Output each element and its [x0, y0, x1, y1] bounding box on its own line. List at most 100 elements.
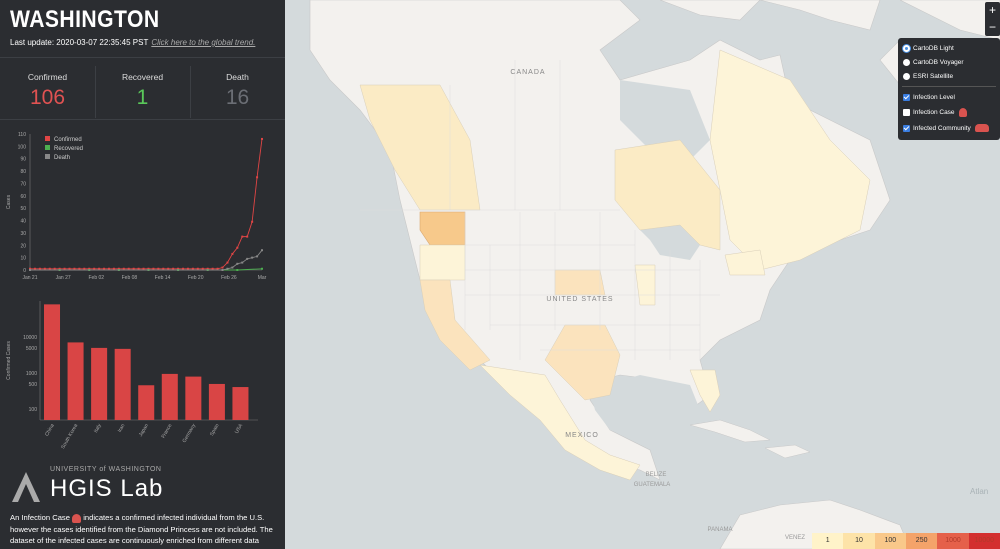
data-point [236, 269, 239, 271]
bar[interactable] [161, 373, 178, 420]
person-icon [958, 107, 967, 117]
stat-recovered-value: 1 [136, 86, 149, 109]
basemap-label: CartoDB Light [913, 44, 954, 52]
y-tick-label: 0 [23, 268, 26, 274]
logo-university: UNIVERSITY of WASHINGTON [50, 466, 162, 473]
stat-confirmed-label: Confirmed [27, 72, 68, 82]
data-point [107, 267, 110, 270]
radio-icon[interactable] [903, 72, 910, 80]
data-point [117, 267, 120, 270]
x-tick-label: Germany [182, 423, 198, 444]
basemap-cartodb-voyager[interactable]: CartoDB Voyager [903, 56, 964, 68]
note-part2: indicates a confirmed infected individua… [10, 513, 273, 549]
bar[interactable] [44, 304, 61, 420]
data-point [68, 267, 71, 270]
data-point [83, 267, 86, 270]
zoom-in-button[interactable]: + [988, 3, 996, 17]
data-point [88, 267, 91, 270]
overlay-infected-community[interactable]: Infected Community [903, 122, 989, 134]
bar[interactable] [67, 342, 84, 420]
land-cuba [689, 419, 771, 443]
checkbox-checked-icon[interactable] [903, 124, 910, 132]
data-point [186, 267, 189, 270]
bar[interactable] [232, 387, 249, 420]
data-point [167, 267, 170, 270]
legend-bin: 1 [812, 533, 844, 549]
y-axis-label: Confirmed Cases [6, 341, 12, 380]
data-point [33, 267, 36, 270]
overlay-infection-level[interactable]: Infection Level [903, 91, 955, 103]
overlay-infection-case[interactable]: Infection Case [903, 106, 967, 118]
country-bar-chart: 100 500 1000 5000 10000 Confirmed Cases China S… [6, 301, 258, 450]
logo-hgis: HGIS Lab [50, 475, 164, 502]
x-tick-label: Spain [209, 423, 221, 437]
layer-switcher: CartoDB Light CartoDB Voyager ESRI Satel… [898, 38, 1000, 140]
data-point [251, 220, 254, 223]
bar[interactable] [185, 376, 202, 420]
legend-label: Death [54, 155, 70, 161]
state-oregon [419, 244, 466, 281]
checkbox-icon[interactable] [903, 108, 910, 116]
note-part1: An Infection Case [10, 513, 70, 522]
land-arctic [659, 0, 1000, 41]
radio-icon[interactable] [903, 58, 910, 66]
y-tick-label: 20 [20, 243, 26, 249]
zoom-out-button[interactable]: − [988, 20, 996, 34]
global-trend-link[interactable]: Click here to the global trend. [151, 38, 256, 47]
x-tick-label: Mar [258, 275, 267, 281]
data-point [246, 257, 249, 260]
y-tick-label: 30 [20, 231, 26, 237]
data-point [256, 255, 259, 258]
x-tick-label: Jan 21 [22, 275, 37, 281]
x-tick-label: Feb 20 [188, 275, 204, 281]
legend-bin: 1000 [937, 533, 969, 549]
last-update: Last update: 2020-03-07 22:35:45 PST Clic… [10, 38, 255, 47]
x-tick-label: Italy [93, 423, 103, 434]
x-tick-label: Jan 27 [56, 275, 71, 281]
overlay-label: Infection Case [913, 108, 955, 116]
data-point [78, 267, 81, 270]
bar[interactable] [138, 385, 155, 420]
y-tick-label: 80 [20, 169, 26, 175]
data-point [261, 249, 263, 252]
legend-label: Recovered [54, 146, 83, 152]
label-venezuela: VENEZ [785, 535, 805, 541]
series-line-death [30, 249, 263, 271]
label-panama: PANAMA [708, 527, 733, 533]
x-tick-label: Feb 08 [122, 275, 138, 281]
divider [0, 119, 285, 120]
bar[interactable] [91, 347, 108, 420]
y-tick-label: 1000 [26, 371, 37, 377]
data-point [236, 246, 239, 249]
data-point [201, 267, 204, 270]
stat-recovered: Recovered 1 [95, 66, 191, 118]
x-tick-label: China [44, 423, 56, 438]
basemap-label: ESRI Satellite [913, 72, 954, 80]
y-tick-label: 70 [20, 181, 26, 187]
y-tick-label: 10 [20, 256, 26, 262]
data-point [43, 267, 46, 270]
radio-selected-icon[interactable] [903, 44, 910, 52]
bar[interactable] [114, 348, 131, 420]
basemap-label: CartoDB Voyager [913, 58, 964, 66]
last-update-text: Last update: 2020-03-07 22:35:45 PST [10, 38, 149, 47]
data-point [216, 267, 219, 270]
bar[interactable] [208, 383, 225, 420]
checkbox-checked-icon[interactable] [903, 93, 910, 101]
x-tick-label: South Korea [60, 423, 79, 450]
data-point [73, 267, 76, 270]
data-point [98, 267, 101, 270]
basemap-esri-satellite[interactable]: ESRI Satellite [903, 70, 953, 82]
legend-swatch [45, 145, 50, 150]
data-point [226, 267, 229, 270]
country-mexico [479, 364, 641, 481]
infection-case-icon [72, 513, 82, 523]
y-tick-label: 60 [20, 194, 26, 200]
label-united-states: UNITED STATES [546, 296, 613, 303]
data-point [38, 267, 41, 270]
stat-confirmed-value: 106 [29, 86, 66, 109]
data-point [132, 267, 135, 270]
basemap-cartodb-light[interactable]: CartoDB Light [903, 42, 954, 54]
data-point [103, 267, 106, 270]
stat-death: Death 16 [190, 66, 285, 118]
